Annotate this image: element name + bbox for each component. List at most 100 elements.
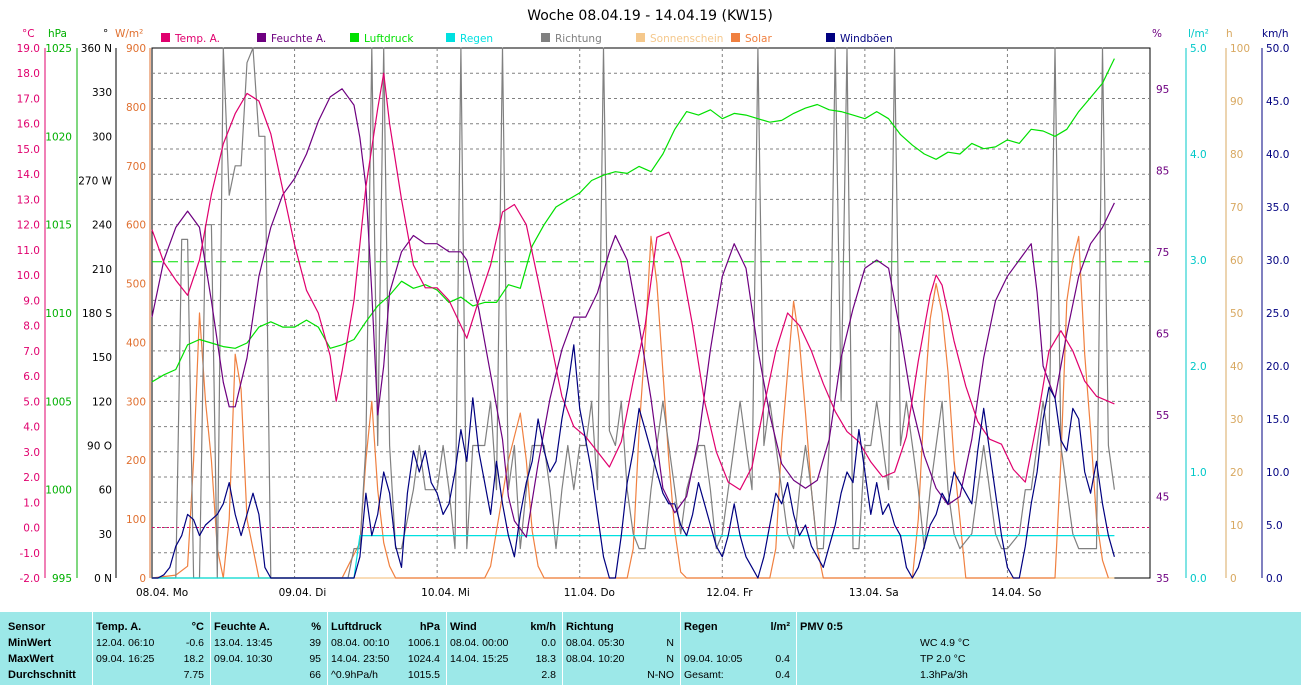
- plot-frame: [151, 47, 1151, 579]
- tick-hum: 45: [1156, 491, 1169, 503]
- table-cell-time: 08.04. 00:00: [450, 637, 509, 649]
- tick-temp: 19.0: [17, 43, 40, 55]
- table-cell-value: N: [666, 653, 674, 665]
- axis-unit-dir: °: [103, 28, 108, 40]
- table-cell: Durchschnitt: [8, 669, 76, 681]
- chart-title: Woche 08.04.19 - 14.04.19 (KW15): [527, 8, 773, 24]
- table-cell-value: 0.0: [541, 637, 556, 649]
- axis-unit-temp: °C: [22, 28, 35, 40]
- table-cell: 1.3hPa/3h: [920, 669, 968, 681]
- x-tick-label: 08.04. Mo: [136, 587, 188, 599]
- table-cell-time: 08.04. 10:20: [566, 653, 625, 665]
- x-axis-labels: 08.04. Mo 09.04. Di 10.04. Mi 11.04. Do 12.0…: [136, 587, 1041, 599]
- tick-temp: 7.0: [23, 346, 40, 358]
- tick-wind: 15.0: [1266, 414, 1289, 426]
- axis-unit-wind: km/h: [1262, 28, 1289, 40]
- legend-item: Feuchte A.: [257, 33, 326, 45]
- table-cell-value: 1015.5: [407, 669, 440, 681]
- tick-temp: -2.0: [20, 573, 41, 585]
- table-header: Regen: [684, 621, 718, 633]
- legend-swatch: [636, 33, 645, 42]
- table-cell-value: 2.8: [541, 669, 556, 681]
- legend-label: Luftdruck: [364, 33, 414, 45]
- x-tick-label: 11.04. Do: [564, 587, 615, 599]
- table-cell-time: 12.04. 06:10: [96, 637, 155, 649]
- tick-hum: 35: [1156, 573, 1169, 585]
- tick-hum: 75: [1156, 247, 1169, 259]
- table-cell-value: 95: [309, 653, 321, 665]
- legend-label: Richtung: [555, 33, 602, 45]
- tick-dir: 240: [92, 220, 112, 232]
- legend-swatch: [257, 33, 266, 42]
- table-cell-time: 14.04. 15:25: [450, 653, 509, 665]
- axis-unit-sun: h: [1226, 28, 1233, 40]
- tick-press: 1005: [45, 396, 72, 408]
- table-cell: MinWert: [8, 637, 52, 649]
- legend-label: Temp. A.: [174, 33, 220, 45]
- tick-wind: 10.0: [1266, 467, 1289, 479]
- legend-swatch: [541, 33, 550, 42]
- tick-rain: 4.0: [1190, 149, 1207, 161]
- tick-rain: 1.0: [1190, 467, 1207, 479]
- legend-label: Regen: [460, 33, 493, 45]
- tick-sun: 60: [1230, 255, 1243, 267]
- table-header-unit: °C: [191, 621, 204, 633]
- series-line-luftdruck: [151, 58, 1115, 383]
- tick-temp: 18.0: [17, 68, 40, 80]
- tick-temp: 6.0: [23, 371, 40, 383]
- table-cell-time: 09.04. 10:30: [214, 653, 273, 665]
- tick-press: 995: [52, 573, 72, 585]
- table-header: Feuchte A.: [214, 621, 270, 633]
- legend-swatch: [731, 33, 740, 42]
- table-header-unit: hPa: [419, 621, 440, 633]
- table-cell-time: 09.04. 10:05: [684, 653, 743, 665]
- table-header: PMV 0:5: [800, 621, 843, 633]
- table-cell-value: 0.4: [775, 653, 790, 665]
- tick-temp: 9.0: [23, 295, 40, 307]
- table-header: Temp. A.: [96, 621, 142, 633]
- table-cell: MaxWert: [8, 653, 54, 665]
- table-cell-time: 08.04. 05:30: [566, 637, 625, 649]
- x-tick-label: 13.04. Sa: [849, 587, 899, 599]
- tick-temp: 3.0: [23, 447, 40, 459]
- tick-solar: 0: [139, 573, 146, 585]
- tick-sun: 90: [1230, 96, 1243, 108]
- tick-dir: 210: [92, 264, 112, 276]
- tick-dir: 360 N: [81, 43, 112, 55]
- axis-unit-rain: l/m²: [1188, 28, 1209, 40]
- tick-hum: 85: [1156, 165, 1169, 177]
- tick-hum: 95: [1156, 84, 1169, 96]
- table-cell-value: N: [666, 637, 674, 649]
- table-cell-value: 1006.1: [407, 637, 440, 649]
- x-tick-label: 10.04. Mi: [421, 587, 470, 599]
- table-cell: WC 4.9 °C: [920, 637, 970, 649]
- tick-temp: 2.0: [23, 472, 40, 484]
- tick-temp: 11.0: [17, 245, 40, 257]
- tick-sun: 80: [1230, 149, 1243, 161]
- tick-rain: 5.0: [1190, 43, 1207, 55]
- tick-dir: 330: [92, 87, 112, 99]
- tick-hum: 55: [1156, 410, 1169, 422]
- legend-label: Sonnenschein: [650, 33, 723, 45]
- tick-rain: 3.0: [1190, 255, 1207, 267]
- tick-solar: 700: [126, 161, 146, 173]
- tick-temp: 10.0: [17, 270, 40, 282]
- x-tick-label: 14.04. So: [991, 587, 1041, 599]
- tick-temp: 8.0: [23, 321, 40, 333]
- legend-item: Sonnenschein: [636, 33, 723, 45]
- table-header: Sensor: [8, 621, 46, 633]
- tick-wind: 40.0: [1266, 149, 1289, 161]
- legend-swatch: [350, 33, 359, 42]
- tick-solar: 100: [126, 514, 146, 526]
- legend-item: Richtung: [541, 33, 602, 45]
- legend-swatch: [826, 33, 835, 42]
- tick-dir: 150: [92, 352, 112, 364]
- tick-sun: 30: [1230, 414, 1243, 426]
- tick-solar: 600: [126, 220, 146, 232]
- tick-temp: 13.0: [17, 194, 40, 206]
- legend-item: Temp. A.: [161, 33, 220, 45]
- legend-label: Feuchte A.: [271, 33, 326, 45]
- legend-item: Luftdruck: [350, 33, 414, 45]
- table-cell-value: 18.3: [535, 653, 556, 665]
- tick-solar: 300: [126, 396, 146, 408]
